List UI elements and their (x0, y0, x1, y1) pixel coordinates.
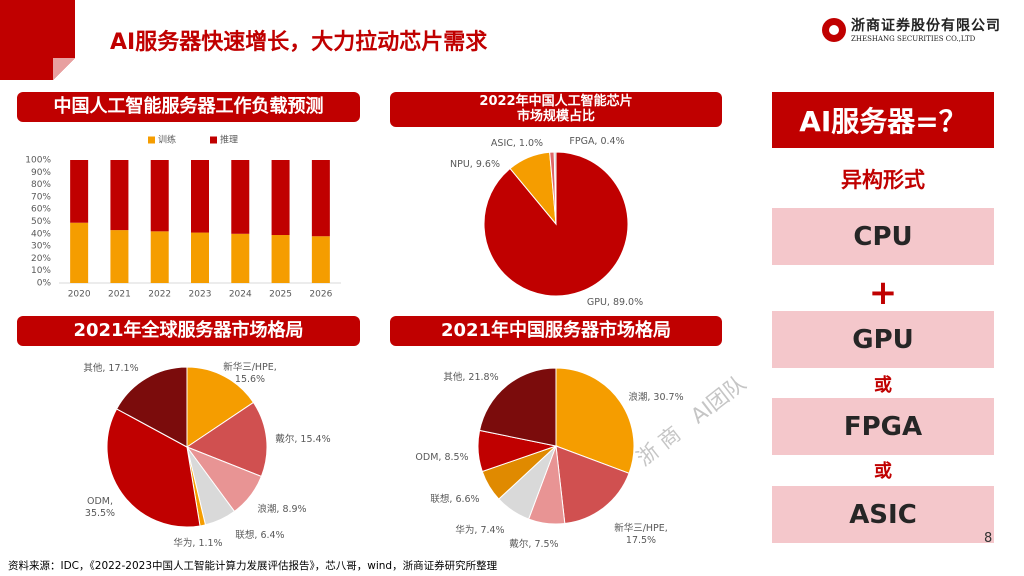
bar-segment (110, 230, 129, 283)
side-item: ASIC (772, 486, 994, 543)
legend-label: 推理 (220, 134, 238, 146)
bar-segment (110, 160, 129, 231)
bar-segment (271, 235, 290, 283)
slice-label: 新华三/HPE, 15.6% (223, 362, 277, 385)
y-tick-label: 30% (31, 242, 51, 252)
pie-slice (555, 445, 630, 525)
chart-title: 2022年中国人工智能芯片 市场规模占比 (390, 92, 722, 127)
bar-segment (231, 233, 250, 283)
x-tick-label: 2025 (269, 290, 292, 300)
bar-segment (311, 160, 330, 237)
bar-segment (150, 231, 169, 283)
slice-label: 其他, 17.1% (83, 363, 139, 375)
bar-segment (191, 232, 209, 283)
slice-label: 戴尔, 7.5% (509, 539, 559, 551)
pie-slice (185, 401, 268, 478)
corner-fold (53, 58, 75, 80)
side-or: 或 (874, 375, 892, 396)
chart-title: 2021年全球服务器市场格局 (17, 316, 360, 346)
bar-segment (150, 160, 169, 232)
slice-label: 其他, 21.8% (443, 372, 499, 384)
pie-slice (106, 408, 201, 528)
bar-segment (70, 160, 89, 223)
y-tick-label: 40% (31, 229, 51, 239)
chart-title: 2021年中国服务器市场格局 (390, 316, 722, 346)
side-subtitle: 异构形式 (841, 168, 925, 192)
slice-label: 浪潮, 8.9% (257, 504, 307, 516)
x-tick-label: 2026 (309, 290, 332, 300)
bar-segment (70, 222, 89, 283)
slice-label: FPGA, 0.4% (569, 136, 625, 148)
x-tick-label: 2020 (68, 290, 91, 300)
pie-slice (115, 366, 188, 448)
y-tick-label: 60% (31, 205, 51, 215)
slice-label: ODM, 8.5% (415, 452, 469, 464)
bar-segment (271, 160, 290, 236)
slice-label: 新华三/HPE, 17.5% (614, 523, 668, 546)
legend-swatch (148, 136, 155, 144)
bar-segment (311, 236, 330, 283)
y-tick-label: 20% (31, 254, 51, 264)
side-item: FPGA (772, 398, 994, 455)
company-name-en: ZHESHANG SECURITIES CO.,LTD (851, 35, 976, 43)
slice-label: 浪潮, 30.7% (628, 392, 684, 404)
y-tick-label: 10% (31, 266, 51, 276)
slice-label: GPU, 89.0% (586, 297, 644, 309)
logo-inner (829, 25, 839, 35)
bar-segment (231, 160, 250, 234)
y-tick-label: 0% (37, 279, 52, 289)
slice-label: 戴尔, 15.4% (275, 434, 331, 446)
slice-label: 联想, 6.6% (430, 494, 480, 506)
pie-slice (186, 366, 255, 448)
pie-slice (478, 367, 557, 447)
page-number: 8 (984, 531, 993, 546)
y-tick-label: 80% (31, 180, 51, 190)
side-item: GPU (772, 311, 994, 368)
slice-label: 联想, 6.4% (235, 530, 285, 542)
slice-label: ASIC, 1.0% (490, 138, 544, 150)
pie-slice (555, 367, 635, 474)
y-tick-label: 90% (31, 168, 51, 178)
side-plus: + (868, 273, 898, 313)
x-tick-label: 2022 (148, 290, 171, 300)
bar-segment (191, 160, 209, 233)
slice-label: ODM, 35.5% (84, 496, 116, 519)
x-tick-label: 2023 (189, 290, 212, 300)
y-tick-label: 70% (31, 192, 51, 202)
pie-slice (553, 151, 557, 225)
legend-label: 训练 (158, 134, 176, 146)
slice-label: NPU, 9.6% (450, 159, 500, 171)
y-tick-label: 50% (31, 217, 51, 227)
side-title: AI服务器=？ (772, 92, 994, 148)
source-note: 资料来源：IDC，《2022-2023中国人工智能计算力发展评估报告》，芯八哥，… (8, 560, 498, 572)
company-name: 浙商证券股份有限公司 (851, 18, 1001, 34)
slide-title: AI服务器快速增长，大力拉动芯片需求 (110, 30, 488, 55)
slice-label: 华为, 7.4% (455, 525, 505, 537)
slice-label: 华为, 1.1% (173, 538, 223, 550)
x-tick-label: 2024 (229, 290, 252, 300)
side-item: CPU (772, 208, 994, 265)
chart-title: 中国人工智能服务器工作负载预测 (17, 92, 360, 122)
x-tick-label: 2021 (108, 290, 131, 300)
y-tick-label: 100% (25, 156, 51, 166)
legend-swatch (210, 136, 217, 144)
side-or: 或 (874, 461, 892, 482)
